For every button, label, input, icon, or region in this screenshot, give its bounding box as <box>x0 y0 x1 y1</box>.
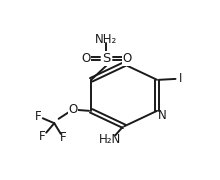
Text: N: N <box>158 109 167 122</box>
Text: S: S <box>102 52 111 65</box>
Text: O: O <box>68 103 77 116</box>
Text: F: F <box>60 131 66 144</box>
Text: NH₂: NH₂ <box>95 33 117 46</box>
Text: O: O <box>81 52 90 65</box>
Text: H₂N: H₂N <box>99 133 121 146</box>
Text: F: F <box>39 130 46 143</box>
Text: O: O <box>122 52 132 65</box>
Text: F: F <box>35 110 41 123</box>
Text: I: I <box>179 72 183 85</box>
